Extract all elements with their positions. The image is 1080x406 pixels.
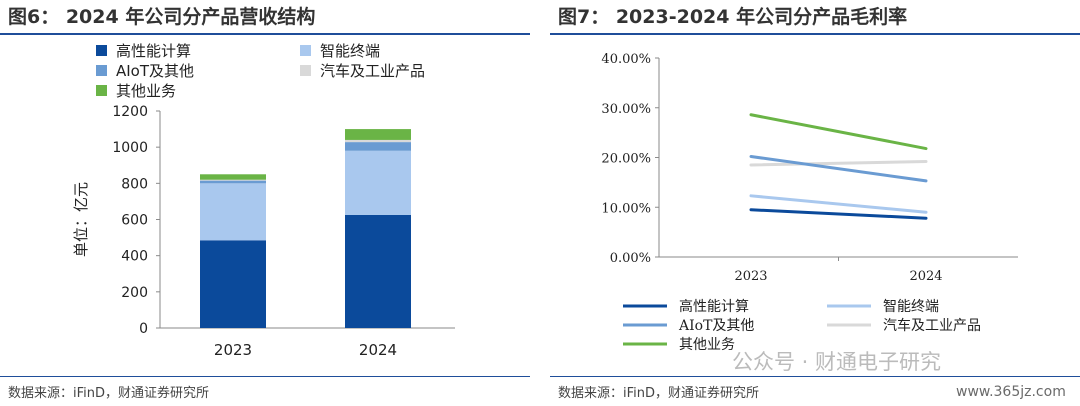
legend-label: AIoT及其他 — [678, 318, 754, 334]
data-source: 数据来源：iFinD，财通证券研究所 — [8, 386, 210, 401]
x-tick-label: 2023 — [734, 269, 767, 284]
y-tick-label: 800 — [121, 176, 148, 192]
series-line — [749, 194, 928, 214]
title-rule — [550, 33, 1080, 35]
y-tick-label: 600 — [121, 213, 148, 229]
x-tick-label: 2024 — [909, 269, 942, 284]
legend-label: 高性能计算 — [679, 298, 749, 315]
bar-segment — [200, 179, 266, 181]
revenue-structure-panel: 图6： 2024 年公司分产品营收结构 高性能计算 智能终端 AIoT及其他 汽车及工… — [0, 0, 530, 406]
legend-swatch — [300, 45, 311, 56]
legend-swatch — [96, 45, 107, 56]
y-tick-label: 1000 — [112, 140, 148, 156]
bar-segment — [345, 214, 411, 328]
series-line — [749, 159, 928, 167]
watermark: 公众号 · 财通电子研究 — [732, 350, 942, 374]
bar-segment — [200, 174, 266, 180]
x-tick-label: 2024 — [359, 341, 397, 359]
series-line — [749, 113, 928, 151]
series-line — [749, 208, 928, 220]
chart-title: 图7： 2023-2024 年公司分产品毛利率 — [558, 6, 908, 28]
bar-segment — [345, 150, 411, 215]
legend-swatch — [96, 85, 107, 96]
y-tick-label: 30.00% — [601, 102, 651, 117]
legend-label: 其他业务 — [679, 337, 735, 353]
x-tick-label: 2023 — [214, 341, 252, 359]
legend-label: 其他业务 — [116, 82, 176, 100]
bar-segment — [345, 129, 411, 140]
legend-label: 智能终端 — [883, 299, 939, 315]
legend-label: 智能终端 — [320, 42, 380, 60]
legend-swatch — [96, 65, 107, 76]
y-tick-label: 200 — [121, 285, 148, 301]
y-tick-label: 400 — [121, 249, 148, 265]
y-tick-label: 10.00% — [601, 201, 651, 216]
legend-label: 汽车及工业产品 — [883, 317, 981, 334]
legend-label: AIoT及其他 — [116, 62, 194, 80]
legend-label: 高性能计算 — [116, 42, 191, 60]
source-rule — [550, 376, 1080, 377]
line-chart: 0.00% 10.00% 20.00% 30.00% 40.00% 2023 2024 高性能… — [601, 52, 1018, 353]
y-tick-label: 0 — [139, 321, 148, 337]
data-source: 数据来源：iFinD，财通证券研究所 — [558, 386, 760, 401]
legend-label: 汽车及工业产品 — [320, 62, 425, 80]
bar-segment — [345, 142, 411, 151]
y-tick-label: 20.00% — [601, 152, 651, 167]
gross-margin-panel: 图7： 2023-2024 年公司分产品毛利率 0.00% 10.00% 20.00… — [550, 0, 1080, 406]
bar-segment — [345, 139, 411, 143]
y-tick-label: 40.00% — [601, 52, 651, 67]
chart-title: 图6： 2024 年公司分产品营收结构 — [8, 6, 316, 28]
legend-swatch — [300, 65, 311, 76]
title-rule — [0, 33, 530, 35]
bar-segment — [200, 240, 266, 328]
source-rule — [0, 376, 530, 377]
bar-segment — [200, 180, 266, 184]
y-tick-label: 1200 — [112, 104, 148, 120]
series-line — [749, 155, 928, 183]
watermark-site: www.365jz.com — [956, 384, 1066, 400]
y-tick-label: 0.00% — [610, 251, 651, 266]
y-axis-label: 单位：亿元 — [72, 182, 90, 257]
bar-segment — [200, 183, 266, 241]
